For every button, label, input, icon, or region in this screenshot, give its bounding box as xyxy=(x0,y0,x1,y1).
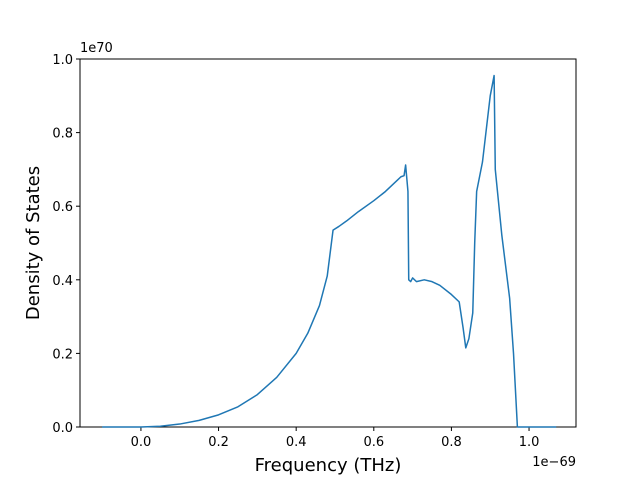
axes-frame xyxy=(79,58,577,428)
y-tick-label: 1.0 xyxy=(52,53,73,68)
line xyxy=(102,74,557,428)
y-offset-label: 1e70 xyxy=(80,41,113,56)
y-tick-label: 0.4 xyxy=(52,274,73,289)
x-tick-label: 0.8 xyxy=(441,435,462,450)
y-tick-label: 0.2 xyxy=(52,347,73,362)
x-tick-label: 1.0 xyxy=(519,435,540,450)
x-offset-label: 1e−69 xyxy=(532,455,576,470)
y-tick-label: 0.8 xyxy=(52,127,73,142)
x-tick-label: 0.4 xyxy=(286,435,307,450)
x-axis-label: Frequency (THz) xyxy=(255,455,402,476)
y-axis-label: Density of States xyxy=(23,166,44,320)
x-tick-label: 0.2 xyxy=(208,435,229,450)
x-tick-label: 0.6 xyxy=(363,435,384,450)
x-tick-label: 0.0 xyxy=(131,435,152,450)
y-tick-label: 0.6 xyxy=(52,200,73,215)
y-tick-label: 0.0 xyxy=(52,421,73,436)
